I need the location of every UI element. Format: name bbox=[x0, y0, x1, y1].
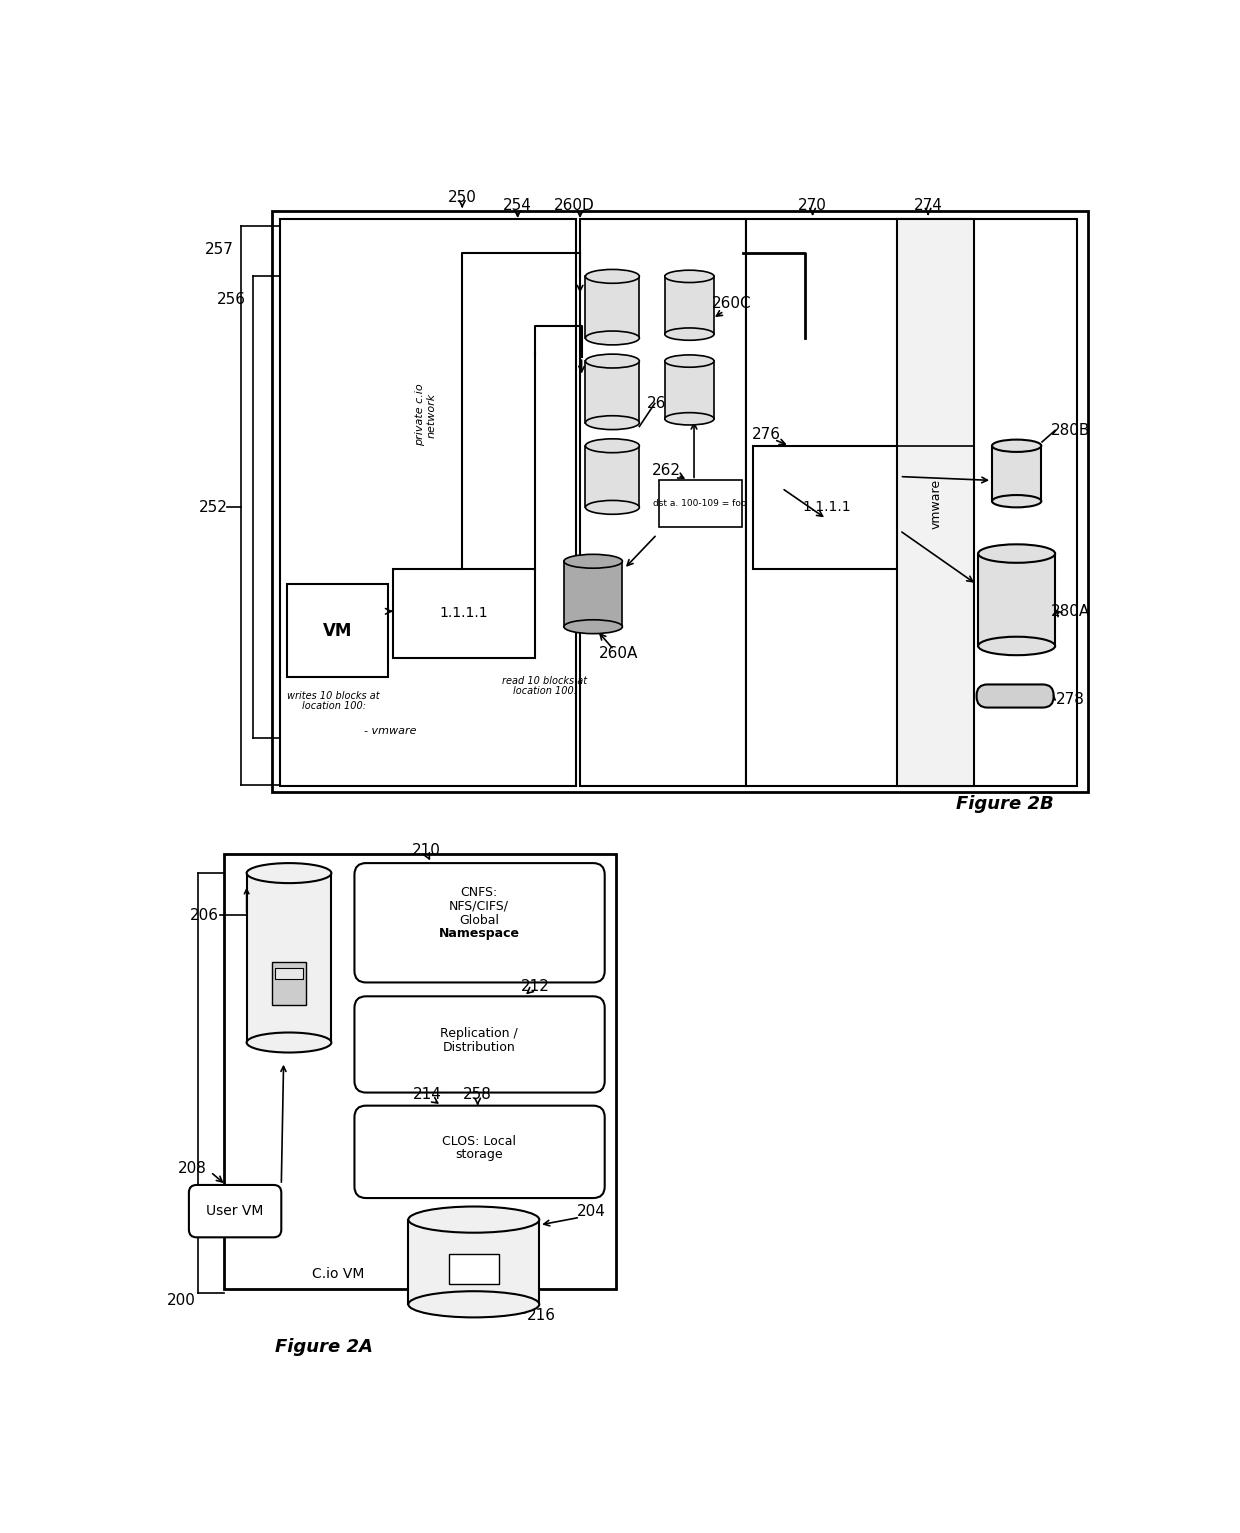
Ellipse shape bbox=[992, 440, 1042, 452]
Text: 214: 214 bbox=[413, 1087, 441, 1102]
Bar bbox=[978, 553, 1055, 645]
Text: CNFS:: CNFS: bbox=[460, 886, 497, 898]
Bar bbox=[272, 961, 306, 1004]
Ellipse shape bbox=[585, 438, 640, 452]
Bar bbox=[585, 362, 640, 423]
Bar bbox=[585, 446, 640, 507]
Text: read 10 blocks at: read 10 blocks at bbox=[502, 676, 588, 685]
Text: private c.io
network: private c.io network bbox=[415, 383, 436, 446]
Text: Figure 2A: Figure 2A bbox=[275, 1338, 372, 1355]
Text: 276: 276 bbox=[751, 426, 781, 442]
Text: - vmware: - vmware bbox=[365, 725, 417, 736]
Text: 254: 254 bbox=[503, 198, 532, 213]
Text: 274: 274 bbox=[914, 198, 942, 213]
Ellipse shape bbox=[992, 495, 1042, 507]
Bar bbox=[393, 569, 536, 658]
Text: vmware: vmware bbox=[929, 478, 942, 529]
Ellipse shape bbox=[585, 500, 640, 514]
Text: 262: 262 bbox=[652, 463, 681, 478]
Text: 208: 208 bbox=[179, 1160, 207, 1176]
Text: storage: storage bbox=[455, 1148, 503, 1162]
Text: 1.1.1.1: 1.1.1.1 bbox=[802, 500, 851, 515]
Text: location 100:: location 100: bbox=[301, 701, 366, 711]
Ellipse shape bbox=[247, 1033, 331, 1053]
Text: NFS/CIFS/: NFS/CIFS/ bbox=[449, 900, 510, 912]
Text: 260C: 260C bbox=[712, 296, 751, 311]
Text: 212: 212 bbox=[521, 978, 549, 993]
Ellipse shape bbox=[665, 356, 714, 368]
Bar bbox=[272, 212, 1089, 793]
Ellipse shape bbox=[978, 544, 1055, 563]
Text: 204: 204 bbox=[577, 1205, 606, 1219]
Bar bbox=[223, 854, 616, 1289]
Text: 260D: 260D bbox=[553, 198, 594, 213]
Bar bbox=[665, 276, 714, 334]
Ellipse shape bbox=[585, 354, 640, 368]
Bar bbox=[247, 874, 331, 1042]
Bar bbox=[288, 584, 388, 676]
Text: 206: 206 bbox=[190, 908, 218, 923]
Ellipse shape bbox=[564, 555, 622, 569]
FancyBboxPatch shape bbox=[977, 684, 1054, 708]
Bar bbox=[580, 219, 745, 786]
Ellipse shape bbox=[408, 1291, 539, 1317]
Text: Namespace: Namespace bbox=[439, 927, 520, 940]
Text: 250: 250 bbox=[448, 190, 476, 205]
Text: CLOS: Local: CLOS: Local bbox=[443, 1134, 516, 1148]
Ellipse shape bbox=[585, 415, 640, 429]
Bar bbox=[898, 219, 975, 786]
Ellipse shape bbox=[585, 331, 640, 345]
Ellipse shape bbox=[978, 636, 1055, 655]
Text: Replication /: Replication / bbox=[440, 1027, 518, 1039]
Text: 278: 278 bbox=[1056, 693, 1085, 707]
FancyBboxPatch shape bbox=[355, 996, 605, 1093]
Text: 280A: 280A bbox=[1052, 604, 1090, 619]
Text: VM: VM bbox=[322, 621, 352, 639]
Text: Figure 2B: Figure 2B bbox=[956, 794, 1054, 812]
Bar bbox=[449, 1254, 500, 1283]
Bar bbox=[408, 1220, 539, 1305]
Text: 260A: 260A bbox=[599, 647, 639, 661]
Text: Distribution: Distribution bbox=[443, 1041, 516, 1055]
Ellipse shape bbox=[247, 863, 331, 883]
Text: 260B: 260B bbox=[646, 396, 686, 411]
Text: 258: 258 bbox=[464, 1087, 492, 1102]
Text: 257: 257 bbox=[206, 242, 234, 258]
Ellipse shape bbox=[665, 270, 714, 282]
Text: 280B: 280B bbox=[1050, 423, 1090, 438]
Bar bbox=[564, 561, 622, 627]
FancyBboxPatch shape bbox=[355, 863, 605, 983]
Bar bbox=[275, 967, 303, 978]
FancyBboxPatch shape bbox=[188, 1185, 281, 1237]
Text: Global: Global bbox=[459, 914, 500, 926]
Text: location 100:: location 100: bbox=[512, 685, 577, 696]
Text: 252: 252 bbox=[200, 500, 228, 515]
Ellipse shape bbox=[585, 270, 640, 284]
Ellipse shape bbox=[408, 1206, 539, 1233]
Bar bbox=[585, 276, 640, 337]
Text: writes 10 blocks at: writes 10 blocks at bbox=[288, 691, 379, 701]
Text: 270: 270 bbox=[799, 198, 827, 213]
Text: 216: 216 bbox=[527, 1308, 556, 1323]
Bar bbox=[665, 362, 714, 419]
Bar bbox=[658, 480, 742, 527]
Text: 200: 200 bbox=[166, 1292, 196, 1308]
Text: 210: 210 bbox=[412, 843, 440, 857]
Bar bbox=[754, 446, 899, 569]
Text: User VM: User VM bbox=[206, 1203, 264, 1219]
Ellipse shape bbox=[564, 619, 622, 633]
Ellipse shape bbox=[665, 412, 714, 425]
Text: 1.1.1.1: 1.1.1.1 bbox=[439, 606, 489, 619]
Bar bbox=[280, 219, 577, 786]
Bar bbox=[992, 446, 1042, 501]
Bar bbox=[745, 219, 1076, 786]
Ellipse shape bbox=[665, 328, 714, 340]
Text: 256: 256 bbox=[217, 291, 246, 307]
FancyBboxPatch shape bbox=[355, 1105, 605, 1199]
Text: dst a. 100-109 = foo: dst a. 100-109 = foo bbox=[653, 500, 746, 507]
Text: C.io VM: C.io VM bbox=[312, 1266, 365, 1280]
